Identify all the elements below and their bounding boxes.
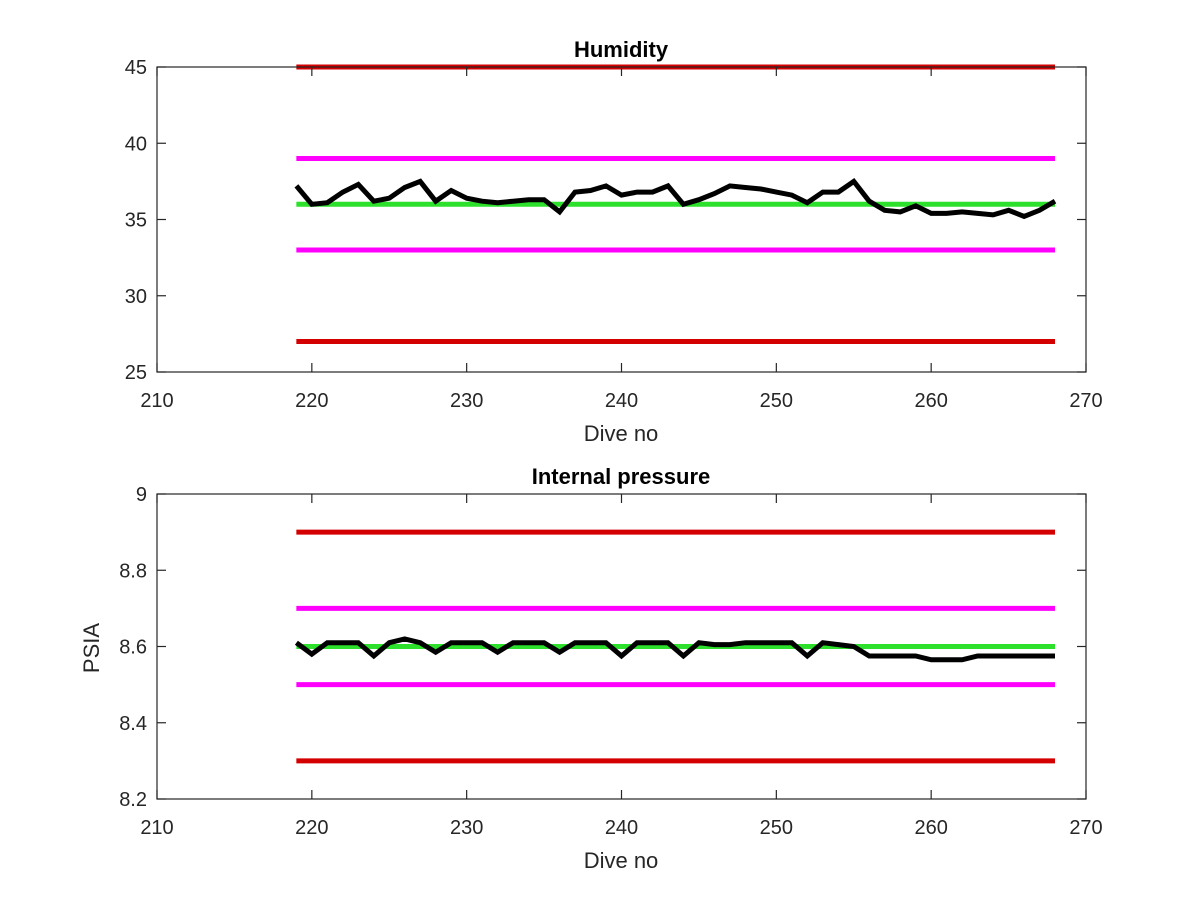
internal-pressure-x-tick-label: 260 xyxy=(914,817,947,839)
humidity-x-tick-label: 210 xyxy=(140,390,173,412)
internal-pressure-y-tick-label: 8.6 xyxy=(119,637,147,659)
humidity-y-tick-label: 30 xyxy=(125,286,147,308)
humidity-x-tick-label: 260 xyxy=(914,390,947,412)
internal-pressure-x-axis-label: Dive no xyxy=(584,848,659,873)
humidity-x-tick-label: 240 xyxy=(605,390,638,412)
humidity-x-tick-label: 220 xyxy=(295,390,328,412)
humidity-title: Humidity xyxy=(574,37,669,62)
humidity-axes: Humidity Dive no 210 220 230 240 250 260 270 25… xyxy=(125,37,1103,446)
internal-pressure-y-axis-label: PSIA xyxy=(79,623,104,673)
internal-pressure-x-tick-label: 210 xyxy=(140,817,173,839)
humidity-y-tick-label: 45 xyxy=(125,57,147,79)
humidity-x-axis-label: Dive no xyxy=(584,421,659,446)
internal-pressure-measured-series-line xyxy=(294,636,1055,663)
humidity-measured-series-line xyxy=(294,178,1057,220)
internal-pressure-x-tick-label: 250 xyxy=(760,817,793,839)
humidity-y-tick-label: 40 xyxy=(125,133,147,155)
humidity-x-tick-label: 250 xyxy=(760,390,793,412)
internal-pressure-y-tick-label: 8.2 xyxy=(119,789,147,811)
humidity-x-tick-label: 230 xyxy=(450,390,483,412)
internal-pressure-x-tick-label: 230 xyxy=(450,817,483,839)
internal-pressure-y-tick-label: 8.8 xyxy=(119,560,147,582)
humidity-y-tick-label: 25 xyxy=(125,362,147,384)
internal-pressure-title: Internal pressure xyxy=(532,464,711,489)
internal-pressure-x-tick-label: 240 xyxy=(605,817,638,839)
internal-pressure-y-tick-label: 8.4 xyxy=(119,713,147,735)
internal-pressure-x-tick-label: 220 xyxy=(295,817,328,839)
internal-pressure-y-tick-label: 9 xyxy=(136,484,147,506)
humidity-y-tick-label: 35 xyxy=(125,210,147,232)
internal-pressure-x-tick-label: 270 xyxy=(1069,817,1102,839)
internal-pressure-axes: Internal pressure Dive no PSIA 210 220 230… xyxy=(79,464,1103,873)
humidity-x-tick-label: 270 xyxy=(1069,390,1102,412)
